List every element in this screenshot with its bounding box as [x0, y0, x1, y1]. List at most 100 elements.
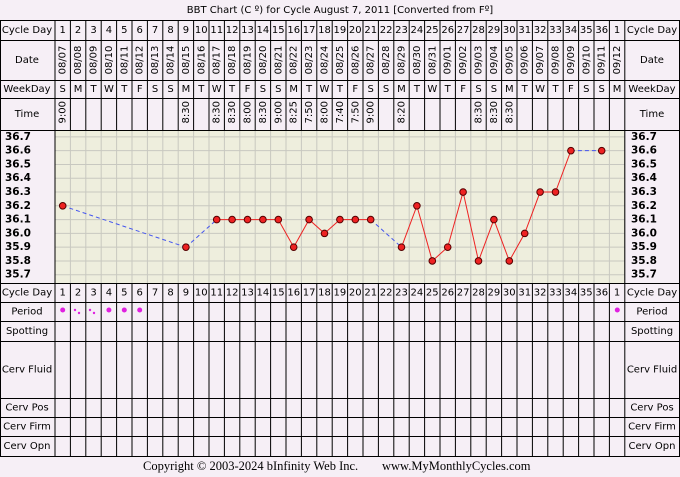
chart-title: BBT Chart (C º) for Cycle August 7, 2011…: [187, 5, 494, 16]
weekday: S: [368, 84, 374, 95]
weekday: W: [212, 84, 222, 95]
cycle-day-bottom: 29: [488, 288, 501, 299]
cycle-day-bottom: 6: [137, 288, 143, 299]
y-tick-label-right: 36.0: [631, 227, 657, 239]
temp-point: [474, 257, 483, 265]
weekday: F: [137, 84, 143, 95]
time: 7:50: [304, 101, 315, 123]
y-tick-label-right: 36.7: [631, 131, 657, 143]
time: 8:30: [258, 101, 269, 123]
cycle-day: 20: [349, 25, 362, 36]
y-tick-label-right: 36.5: [631, 158, 657, 170]
y-tick-label: 36.6: [5, 145, 31, 157]
time: 8:30: [489, 101, 500, 123]
temp-point: [58, 202, 67, 210]
temp-point: [505, 257, 514, 265]
temp-point: [443, 243, 452, 251]
weekday: F: [245, 84, 251, 95]
row-label-right: Cerv Pos: [630, 403, 673, 414]
cycle-day-bottom: 10: [195, 288, 208, 299]
period-dot: [60, 307, 66, 313]
cycle-day-bottom: 15: [272, 288, 285, 299]
cycle-day: 29: [488, 25, 501, 36]
cycle-day: 34: [565, 25, 578, 36]
cycle-day: 5: [121, 25, 127, 36]
cycle-day-bottom: 27: [457, 288, 470, 299]
cycle-day: 25: [426, 25, 439, 36]
weekday: W: [320, 84, 330, 95]
cycle-day-bottom: 23: [395, 288, 408, 299]
temp-point: [336, 215, 344, 224]
time: 8:25: [289, 101, 300, 123]
cycle-day: 21: [364, 25, 377, 36]
date: 08/07: [58, 46, 69, 75]
period-dot: [614, 307, 620, 313]
time: 8:30: [504, 101, 515, 123]
date: 08/08: [73, 46, 84, 75]
time: 8:00: [243, 101, 254, 123]
temp-point: [182, 243, 190, 251]
weekday: S: [475, 84, 481, 95]
weekday: S: [275, 84, 281, 95]
cycle-day: 8: [167, 25, 173, 36]
time: 8:30: [227, 101, 238, 123]
row-label-right: Spotting: [631, 326, 673, 337]
cycle-day: 12: [226, 25, 239, 36]
weekday: M: [182, 84, 191, 95]
date: 08/24: [320, 46, 331, 75]
weekday: T: [551, 84, 559, 95]
weekday: T: [120, 84, 128, 95]
time: 9:00: [366, 101, 377, 123]
time: 9:00: [58, 101, 69, 123]
temp-point: [289, 243, 298, 251]
cycle-day-bottom: 22: [380, 288, 393, 299]
cycle-day-bottom: 20: [349, 288, 362, 299]
weekday: F: [568, 84, 574, 95]
time: 8:30: [212, 101, 223, 123]
y-tick-label: 35.8: [5, 255, 31, 267]
cycle-day-bottom: 13: [241, 288, 254, 299]
cycle-day: 26: [441, 25, 454, 36]
weekday: S: [152, 84, 158, 95]
row-label: Period: [11, 307, 42, 318]
date: 08/23: [304, 46, 315, 75]
chart-area: [55, 130, 625, 283]
period-dot: [106, 307, 112, 313]
cycle-day-bottom: 34: [565, 288, 578, 299]
cycle-day: 23: [395, 25, 408, 36]
cycle-day-bottom: 14: [257, 288, 270, 299]
cycle-day-bottom: 30: [503, 288, 516, 299]
temp-point: [305, 215, 313, 224]
date: 09/07: [535, 46, 546, 75]
cycle-day: 28: [472, 25, 485, 36]
y-tick-label: 36.2: [5, 200, 31, 212]
time: 7:40: [335, 101, 346, 123]
cycle-day-bottom: 7: [152, 288, 158, 299]
cycle-day-bottom: 3: [90, 288, 96, 299]
y-tick-label: 35.9: [5, 241, 31, 253]
cycle-day: 6: [137, 25, 143, 36]
weekday: S: [260, 84, 266, 95]
weekday: W: [104, 84, 114, 95]
row-label-right: Cerv Firm: [628, 422, 676, 433]
cycle-day-bottom: 24: [411, 288, 424, 299]
row-label: Cerv Opn: [4, 441, 51, 452]
y-tick-label-right: 36.2: [631, 200, 657, 212]
row-frame: [0, 302, 680, 322]
cycle-day-bottom: 9: [183, 288, 189, 299]
row-label-right: Cerv Opn: [629, 441, 676, 452]
cycle-day-bottom: 36: [595, 288, 608, 299]
date: 08/26: [350, 46, 361, 75]
row-label: Cycle Day: [2, 288, 52, 299]
date: 09/10: [581, 46, 592, 75]
y-tick-label: 36.7: [5, 131, 31, 143]
cycle-day: 16: [287, 25, 300, 36]
cycle-day-bottom: 2: [75, 288, 81, 299]
weekday: T: [413, 84, 421, 95]
row-label-right: WeekDay: [628, 84, 675, 95]
time: 8:20: [397, 101, 408, 123]
row-label: Date: [15, 55, 39, 66]
cycle-day-bottom: 28: [472, 288, 485, 299]
time: 8:00: [320, 101, 331, 123]
temp-point: [397, 243, 406, 251]
